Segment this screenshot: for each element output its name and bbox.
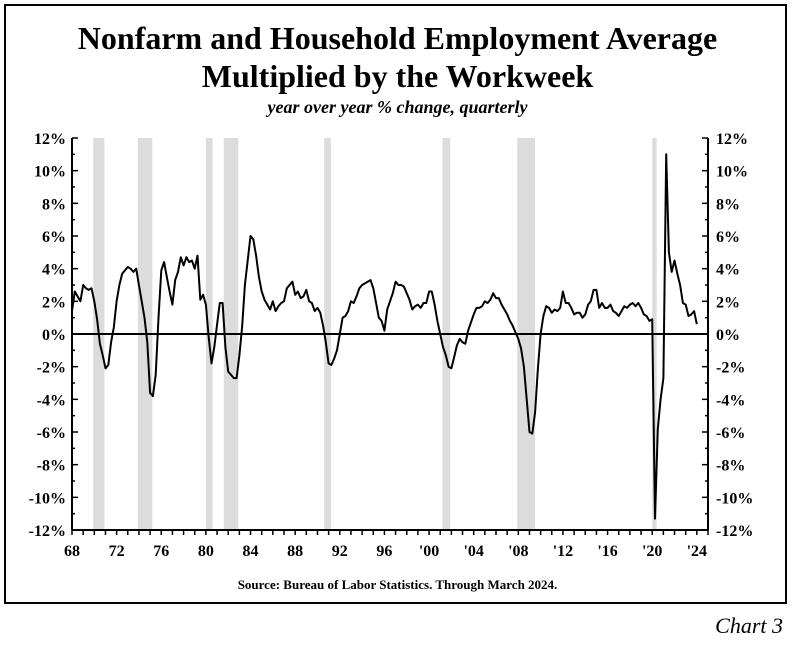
y-tick-label-left: 4% — [42, 262, 66, 279]
tick-labels: 12% 12% 10% 10% 8% 8% 6% 6% 4% 4% 2% 2% 0% 0% -2% -2% -4… — [29, 131, 754, 560]
y-tick-label-left: 8% — [42, 196, 66, 213]
x-tick-label: 88 — [287, 543, 303, 560]
y-tick-label-left: -12% — [29, 523, 66, 540]
x-tick-label: 68 — [64, 543, 80, 560]
x-tick-label: '04 — [463, 543, 483, 560]
chart-subtitle: year over year % change, quarterly — [267, 97, 528, 117]
x-tick-label: 76 — [153, 543, 169, 560]
y-tick-label-right: 0% — [716, 327, 740, 344]
y-tick-label-right: -2% — [716, 360, 745, 377]
y-tick-label-right: 4% — [716, 262, 740, 279]
x-tick-label: 80 — [198, 543, 214, 560]
y-tick-label-left: -10% — [29, 490, 66, 507]
chart-axes — [71, 137, 709, 535]
y-tick-label-right: -6% — [716, 425, 745, 442]
x-tick-label: 92 — [332, 543, 348, 560]
x-tick-label: 72 — [109, 543, 125, 560]
series-line — [71, 153, 698, 520]
x-tick-label: 84 — [243, 543, 259, 560]
y-tick-label-right: 2% — [716, 294, 740, 311]
y-tick-label-right: 6% — [716, 229, 740, 246]
y-tick-label-left: -8% — [37, 458, 66, 475]
y-tick-label-right: -10% — [716, 490, 753, 507]
y-tick-label-right: -8% — [716, 458, 745, 475]
chart-number-label: Chart 3 — [715, 613, 783, 638]
chart-title-line1: Nonfarm and Household Employment Average — [77, 20, 718, 56]
y-tick-label-left: 0% — [42, 327, 66, 344]
y-tick-label-left: 10% — [34, 164, 66, 181]
y-tick-label-left: 6% — [42, 229, 66, 246]
y-tick-label-right: 10% — [716, 164, 748, 181]
x-tick-label: 96 — [376, 543, 392, 560]
y-tick-label-right: -4% — [716, 392, 745, 409]
x-tick-label: '12 — [553, 543, 573, 560]
y-tick-label-left: 12% — [34, 131, 66, 148]
x-tick-label: '16 — [597, 543, 617, 560]
y-tick-label-right: 12% — [716, 131, 748, 148]
x-tick-label: '00 — [419, 543, 439, 560]
y-tick-label-left: -2% — [37, 360, 66, 377]
y-tick-label-left: 2% — [42, 294, 66, 311]
x-tick-label: '24 — [687, 543, 707, 560]
source-note: Source: Bureau of Labor Statistics. Thro… — [237, 577, 558, 592]
y-tick-label-right: 8% — [716, 196, 740, 213]
series-line-layer — [71, 153, 698, 520]
y-tick-label-left: -4% — [37, 392, 66, 409]
x-tick-label: '20 — [642, 543, 662, 560]
chart-title-line2: Multiplied by the Workweek — [201, 58, 594, 94]
y-tick-label-right: -12% — [716, 523, 753, 540]
y-tick-label-left: -6% — [37, 425, 66, 442]
chart-frame — [4, 4, 787, 604]
x-tick-label: '08 — [508, 543, 528, 560]
